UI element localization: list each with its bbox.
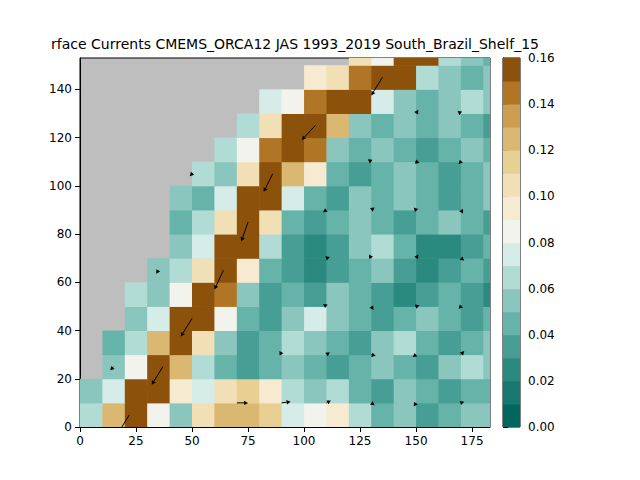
- svg-text:40: 40: [57, 324, 72, 338]
- svg-text:175: 175: [461, 434, 484, 448]
- svg-text:75: 75: [240, 434, 255, 448]
- svg-text:0.16: 0.16: [528, 51, 555, 65]
- svg-text:120: 120: [49, 131, 72, 145]
- svg-text:0: 0: [64, 420, 72, 434]
- svg-text:100: 100: [293, 434, 316, 448]
- svg-text:80: 80: [57, 227, 72, 241]
- svg-text:100: 100: [49, 179, 72, 193]
- svg-text:0.04: 0.04: [528, 328, 555, 342]
- svg-text:25: 25: [128, 434, 143, 448]
- svg-text:20: 20: [57, 372, 72, 386]
- svg-text:150: 150: [405, 434, 428, 448]
- svg-text:rface Currents CMEMS_ORCA12 JA: rface Currents CMEMS_ORCA12 JAS 1993_201…: [51, 36, 539, 52]
- svg-text:140: 140: [49, 82, 72, 96]
- svg-text:0.08: 0.08: [528, 236, 555, 250]
- svg-text:0.00: 0.00: [528, 420, 555, 434]
- svg-text:0.12: 0.12: [528, 143, 555, 157]
- svg-text:50: 50: [184, 434, 199, 448]
- svg-text:60: 60: [57, 275, 72, 289]
- svg-text:0.06: 0.06: [528, 282, 555, 296]
- svg-text:125: 125: [349, 434, 372, 448]
- svg-text:0.02: 0.02: [528, 374, 555, 388]
- svg-text:0.14: 0.14: [528, 97, 555, 111]
- svg-text:0.10: 0.10: [528, 189, 555, 203]
- svg-text:0: 0: [76, 434, 84, 448]
